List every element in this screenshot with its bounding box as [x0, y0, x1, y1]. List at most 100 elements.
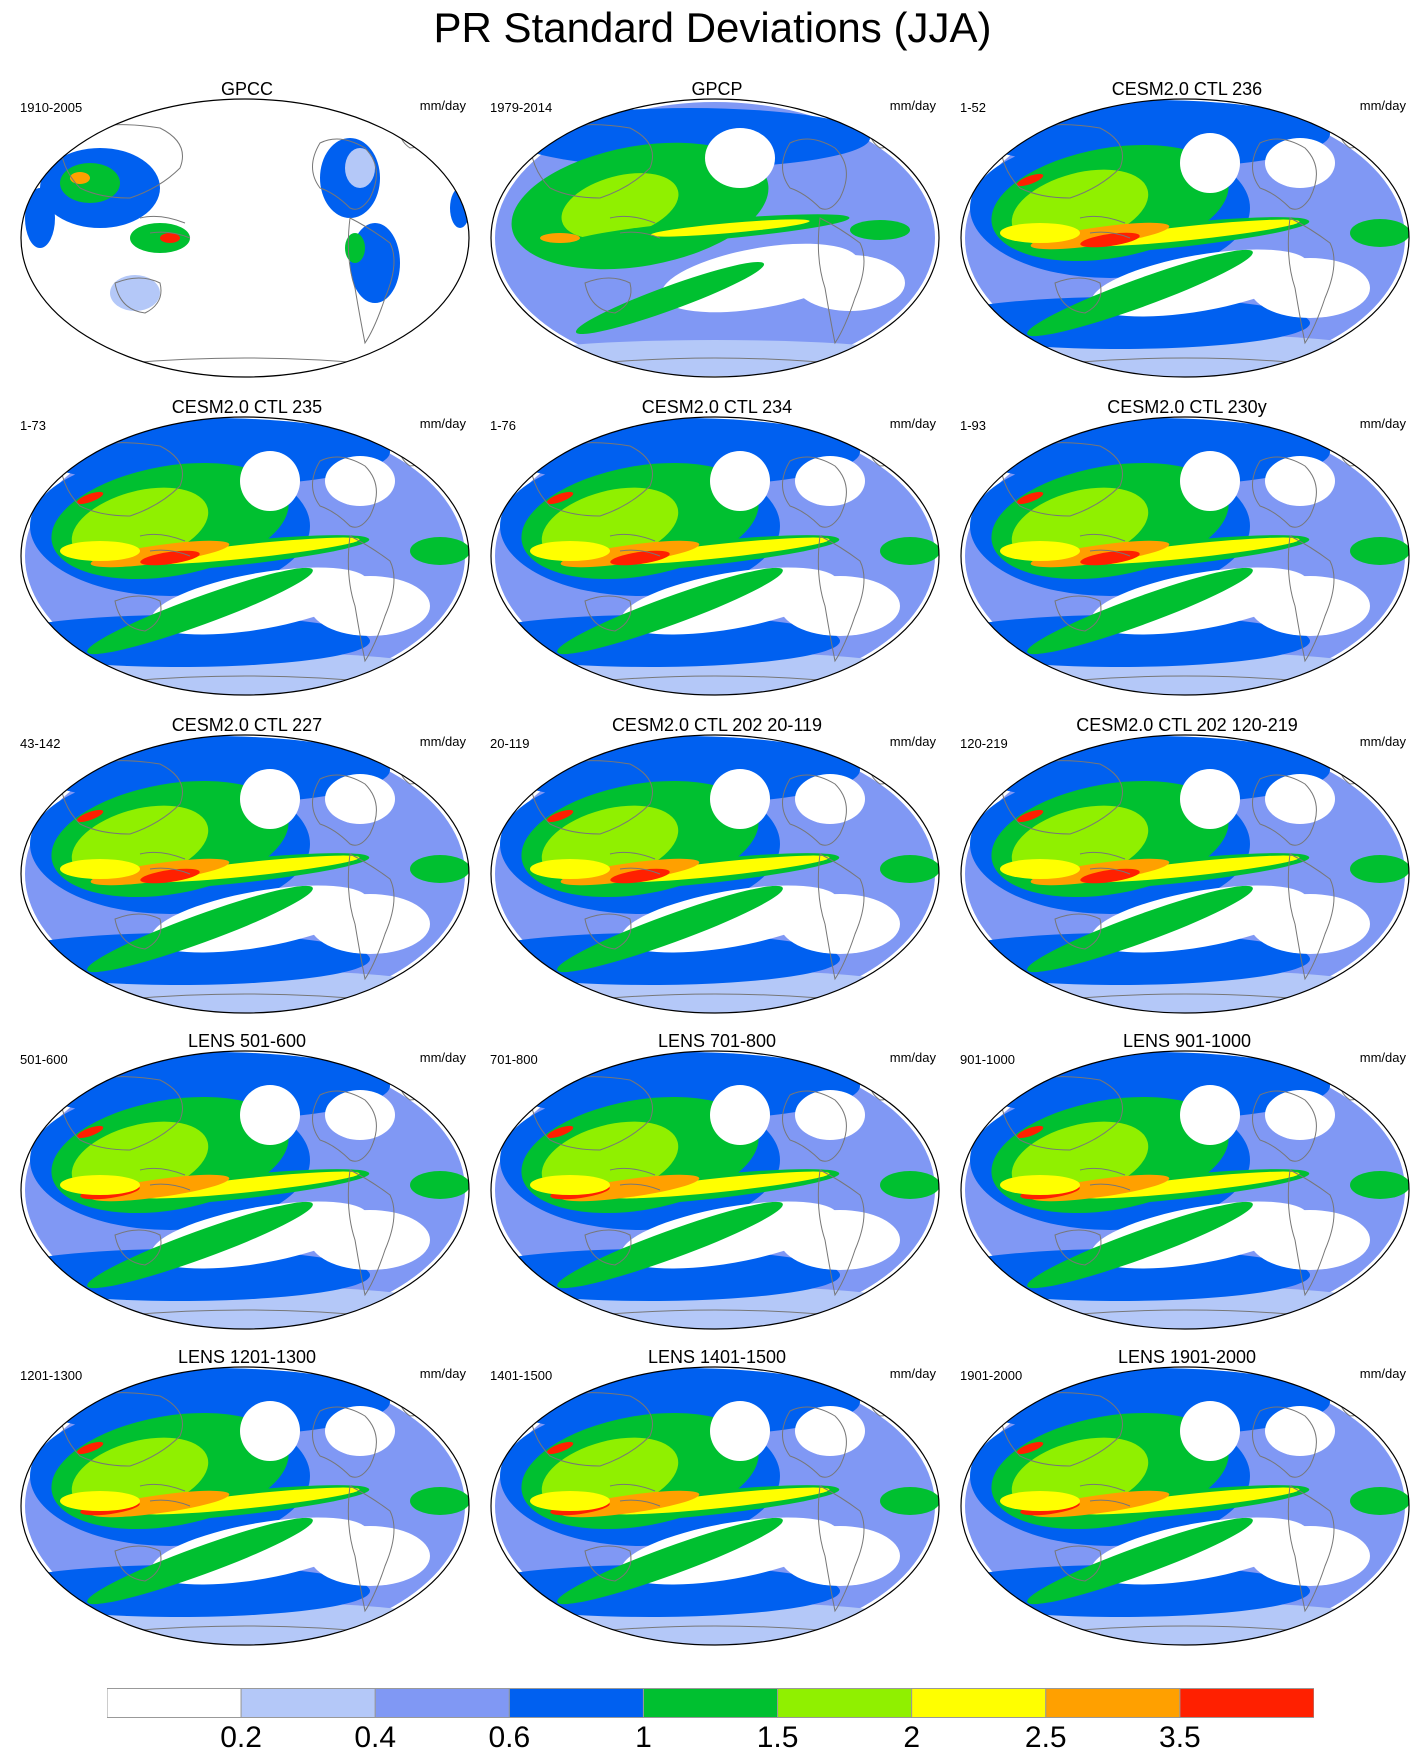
- bay-of-bengal-red: [1016, 491, 1044, 505]
- north-america-coastline: [782, 1406, 847, 1478]
- indian-ocean-yellow: [1000, 223, 1080, 243]
- north-atlantic-dry: [1265, 138, 1335, 188]
- north-america-dry: [240, 1401, 300, 1461]
- robinson-map: [490, 1050, 940, 1330]
- panel-units: mm/day: [889, 416, 936, 431]
- colorbar-box: [777, 1688, 913, 1718]
- spcz-green: [1027, 885, 1253, 973]
- pacific-itcz-yellow: [140, 1487, 360, 1515]
- robinson-map: [490, 1366, 940, 1646]
- atlantic-itcz-green: [1350, 219, 1409, 247]
- north-america-coastline: [1252, 456, 1317, 528]
- south-atlantic-dry: [1250, 258, 1370, 318]
- south-atlantic-dry: [780, 1526, 900, 1586]
- south-america-coastline: [817, 853, 865, 981]
- north-atlantic-dry: [1265, 456, 1335, 506]
- north-atlantic-dry: [325, 774, 395, 824]
- map-border: [960, 416, 1410, 696]
- panel-title: CESM2.0 CTL 202 20-119: [611, 715, 823, 735]
- panel-title: LENS 901-1000: [1122, 1031, 1252, 1051]
- australia-coastline: [584, 913, 632, 950]
- contour-field: [491, 735, 939, 1013]
- spcz-green: [557, 567, 783, 655]
- pacific-itcz-yellow: [610, 1171, 830, 1199]
- indian-ocean-yellow: [530, 1491, 610, 1511]
- eurasia-coastline: [59, 760, 183, 835]
- south-atlantic-dry: [795, 255, 905, 311]
- panel-title: CESM2.0 CTL 234: [641, 397, 793, 417]
- panel-title: CESM2.0 CTL 236: [1111, 79, 1263, 99]
- south-america-coastline: [817, 1485, 865, 1613]
- spcz-green: [557, 1517, 783, 1605]
- contour-field: [961, 735, 1409, 1013]
- indian-ocean-yellow: [60, 1491, 140, 1511]
- north-atlantic-dry: [795, 774, 865, 824]
- eurasia-coastline: [59, 442, 183, 517]
- australia-coastline: [114, 277, 162, 314]
- eurasia-coastline: [999, 1392, 1123, 1467]
- eurasia-coastline: [999, 124, 1123, 199]
- north-america-dry: [1180, 451, 1240, 511]
- indian-ocean-yellow: [1000, 859, 1080, 879]
- south-america-coastline: [817, 217, 865, 345]
- indian-ocean-yellow: [1000, 541, 1080, 561]
- maritime-continent-coastline: [139, 215, 191, 239]
- north-america-coastline: [782, 456, 847, 528]
- colorbar-box: [911, 1688, 1047, 1718]
- south-america-coastline: [1287, 217, 1335, 345]
- north-america-dry: [710, 451, 770, 511]
- atlantic-itcz-green: [410, 1171, 469, 1199]
- atlantic-itcz-green: [880, 855, 939, 883]
- indian-ocean-orange: [540, 233, 580, 243]
- atlantic-itcz-green: [1350, 1487, 1409, 1515]
- south-atlantic-dry: [310, 1526, 430, 1586]
- map-border: [20, 416, 470, 696]
- panel-period: 1201-1300: [20, 1368, 83, 1383]
- colorbar: [107, 1688, 1314, 1718]
- bay-of-bengal-red: [1016, 173, 1044, 187]
- colorbar-labels: 0.2 0.4 0.6 1 1.5 2 2.5 3.5: [0, 1720, 1425, 1756]
- maritime-continent-coastline: [1079, 851, 1131, 875]
- panel-period: 1-93: [960, 418, 987, 433]
- colorbar-box: [107, 1688, 242, 1718]
- map-border: [490, 416, 940, 696]
- map-border: [20, 1050, 470, 1330]
- north-america-dry: [1180, 1085, 1240, 1145]
- map-border: [960, 1366, 1410, 1646]
- panel-period: 1-76: [490, 418, 517, 433]
- bay-of-bengal-red: [546, 809, 574, 823]
- bay-of-bengal-red: [76, 809, 104, 823]
- north-atlantic-dry: [325, 1090, 395, 1140]
- panel-title: LENS 1901-2000: [1117, 1347, 1257, 1367]
- robinson-map: [960, 1050, 1410, 1330]
- pacific-itcz-yellow: [1080, 1171, 1300, 1199]
- bay-of-bengal-red: [76, 1125, 104, 1139]
- eurasia-coastline: [529, 760, 653, 835]
- panel-period: 120-219: [960, 736, 1008, 751]
- map-panel: CESM2.0 CTL 202 120-219 120-219 mm/day: [950, 714, 1424, 1014]
- south-america-coastline: [1287, 853, 1335, 981]
- south-america-coastline: [1287, 1169, 1335, 1297]
- panel-period: 1910-2005: [20, 100, 83, 115]
- panel-units: mm/day: [419, 734, 466, 749]
- south-america-coastline: [347, 535, 395, 663]
- contour-field: [21, 735, 469, 1013]
- north-america-coastline: [782, 138, 847, 210]
- north-america-coastline: [312, 456, 377, 528]
- warm-pool-lime: [561, 173, 679, 239]
- spcz-green: [1027, 249, 1253, 337]
- north-atlantic-dry: [1265, 774, 1335, 824]
- colorbar-box: [642, 1688, 779, 1718]
- south-america-coastline: [1287, 1485, 1335, 1613]
- panel-units: mm/day: [1359, 98, 1406, 113]
- colorbar-tick-label: 0.6: [488, 1721, 531, 1754]
- maritime-continent-coastline: [1079, 215, 1131, 239]
- panel-units: mm/day: [1359, 734, 1406, 749]
- maritime-continent-coastline: [139, 1167, 191, 1191]
- south-america-coastline: [347, 1169, 395, 1297]
- eurasia-coastline: [59, 1392, 183, 1467]
- australia-coastline: [1054, 1229, 1102, 1266]
- atlantic-itcz-green: [880, 1487, 939, 1515]
- robinson-map: [490, 98, 940, 378]
